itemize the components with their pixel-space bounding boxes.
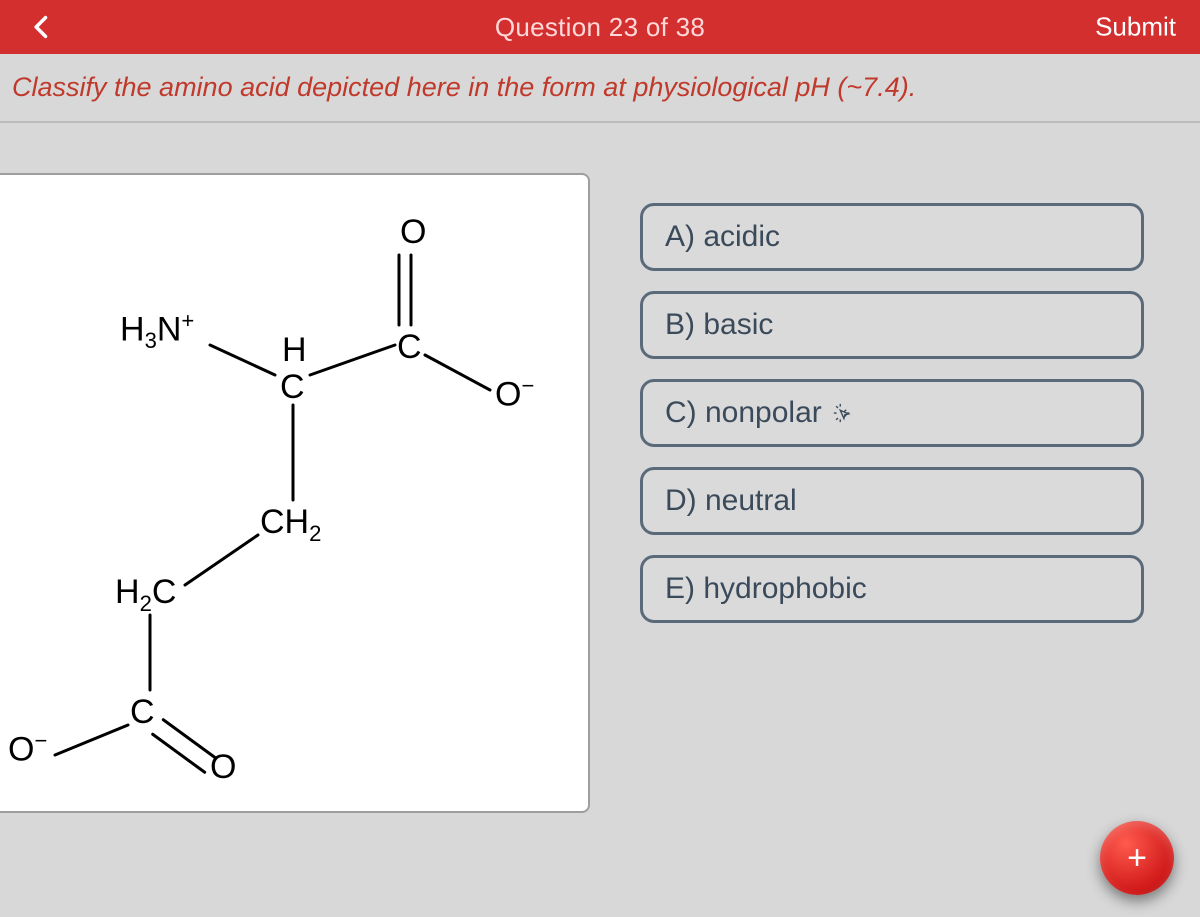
answer-options: A) acidic B) basic C) nonpolar D) neutral E)… bbox=[590, 123, 1200, 916]
atom-O_bot_r: O bbox=[210, 750, 236, 784]
atom-H2C: H2C bbox=[115, 575, 176, 615]
header-bar: Question 23 of 38 Submit bbox=[0, 0, 1200, 54]
option-b[interactable]: B) basic bbox=[640, 291, 1144, 359]
option-label: D) neutral bbox=[665, 484, 797, 518]
option-label: C) nonpolar bbox=[665, 396, 822, 430]
atom-O_minus_l: O− bbox=[8, 730, 47, 766]
option-a[interactable]: A) acidic bbox=[640, 203, 1144, 271]
molecule-bonds bbox=[0, 175, 590, 815]
option-e[interactable]: E) hydrophobic bbox=[640, 555, 1144, 623]
atom-O_top: O bbox=[400, 215, 426, 249]
option-c[interactable]: C) nonpolar bbox=[640, 379, 1144, 447]
plus-icon: + bbox=[1127, 839, 1147, 878]
atom-C_bot: C bbox=[130, 695, 155, 729]
option-label: A) acidic bbox=[665, 220, 780, 254]
atom-H_over_C: H bbox=[282, 333, 307, 367]
content-area: OCH3N+HCO−CH2H2CCO−O A) acidicB) basicC)… bbox=[0, 123, 1200, 916]
chevron-left-icon bbox=[28, 13, 56, 41]
question-prompt: Classify the amino acid depicted here in… bbox=[0, 54, 1200, 123]
atom-H3N: H3N+ bbox=[120, 310, 194, 352]
molecule-panel: OCH3N+HCO−CH2H2CCO−O bbox=[0, 173, 590, 813]
atom-CH2_mid: CH2 bbox=[260, 505, 321, 545]
option-label: B) basic bbox=[665, 308, 773, 342]
atom-C_alpha: C bbox=[280, 370, 305, 404]
option-d[interactable]: D) neutral bbox=[640, 467, 1144, 535]
question-counter: Question 23 of 38 bbox=[495, 12, 705, 43]
cursor-icon bbox=[832, 402, 854, 424]
atom-C_top: C bbox=[397, 330, 422, 364]
back-button[interactable] bbox=[28, 13, 56, 41]
option-label: E) hydrophobic bbox=[665, 572, 867, 606]
atom-O_minus_r: O− bbox=[495, 375, 534, 411]
submit-button[interactable]: Submit bbox=[1095, 12, 1176, 43]
add-fab[interactable]: + bbox=[1100, 821, 1174, 895]
